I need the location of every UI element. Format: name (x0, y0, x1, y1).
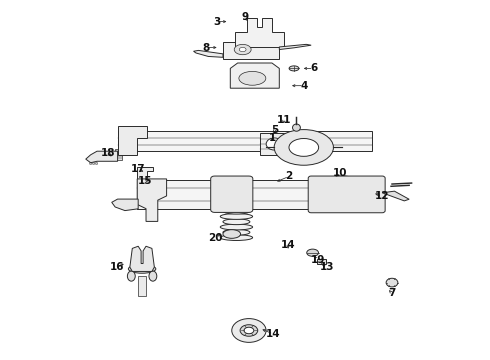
Text: 8: 8 (202, 42, 209, 53)
Ellipse shape (125, 140, 135, 148)
Ellipse shape (232, 319, 266, 342)
Text: 6: 6 (310, 63, 317, 73)
Polygon shape (130, 246, 154, 271)
Ellipse shape (289, 66, 299, 71)
Text: 13: 13 (320, 262, 335, 272)
Text: 14: 14 (266, 329, 281, 339)
Bar (115, 149, 120, 152)
Text: 14: 14 (281, 240, 295, 250)
Ellipse shape (244, 327, 254, 334)
Ellipse shape (220, 224, 253, 230)
Polygon shape (382, 191, 409, 201)
Ellipse shape (89, 162, 92, 165)
Ellipse shape (145, 186, 159, 196)
Text: 4: 4 (300, 81, 308, 91)
Text: 11: 11 (277, 114, 292, 125)
Polygon shape (194, 50, 223, 57)
Bar (114, 152, 122, 160)
Ellipse shape (223, 230, 241, 238)
Polygon shape (235, 18, 284, 47)
Text: 15: 15 (138, 176, 152, 186)
Ellipse shape (223, 229, 250, 235)
Text: 10: 10 (333, 168, 348, 178)
Text: 3: 3 (213, 17, 220, 27)
Bar (137, 180, 382, 209)
Ellipse shape (322, 176, 365, 212)
FancyBboxPatch shape (308, 176, 385, 213)
Polygon shape (279, 44, 311, 50)
Text: 1: 1 (269, 132, 275, 143)
Ellipse shape (240, 325, 258, 336)
Text: 20: 20 (208, 233, 223, 243)
Polygon shape (112, 199, 138, 211)
Ellipse shape (239, 48, 246, 52)
Ellipse shape (223, 208, 250, 214)
FancyBboxPatch shape (211, 176, 253, 212)
Ellipse shape (227, 201, 246, 208)
Ellipse shape (126, 130, 133, 135)
Ellipse shape (95, 162, 98, 165)
Ellipse shape (219, 181, 245, 204)
Bar (223, 42, 279, 59)
Ellipse shape (289, 139, 318, 156)
Text: 19: 19 (310, 255, 325, 265)
Ellipse shape (225, 187, 238, 198)
Text: 17: 17 (131, 164, 146, 174)
Text: 18: 18 (100, 148, 115, 158)
Ellipse shape (293, 124, 300, 131)
Polygon shape (137, 167, 153, 180)
Ellipse shape (93, 162, 95, 165)
Bar (118, 131, 372, 151)
Ellipse shape (128, 265, 156, 273)
Bar (260, 133, 289, 155)
Ellipse shape (223, 219, 250, 225)
Ellipse shape (266, 138, 283, 150)
Text: 9: 9 (242, 12, 248, 22)
Ellipse shape (220, 213, 253, 219)
Ellipse shape (147, 200, 157, 207)
Ellipse shape (239, 71, 266, 85)
Polygon shape (230, 63, 279, 88)
Polygon shape (137, 179, 167, 221)
Ellipse shape (234, 44, 251, 55)
Text: 16: 16 (109, 262, 124, 272)
Text: 5: 5 (271, 125, 278, 135)
Ellipse shape (274, 130, 333, 165)
Bar (138, 276, 146, 296)
Ellipse shape (386, 278, 398, 287)
Ellipse shape (127, 271, 135, 281)
Ellipse shape (307, 249, 318, 256)
Ellipse shape (149, 271, 157, 281)
Polygon shape (317, 259, 326, 264)
Text: 7: 7 (388, 288, 396, 298)
Ellipse shape (220, 235, 253, 240)
Text: 2: 2 (286, 171, 293, 181)
Polygon shape (118, 126, 147, 155)
Ellipse shape (333, 186, 353, 202)
Text: 12: 12 (375, 191, 390, 201)
Polygon shape (86, 151, 118, 163)
